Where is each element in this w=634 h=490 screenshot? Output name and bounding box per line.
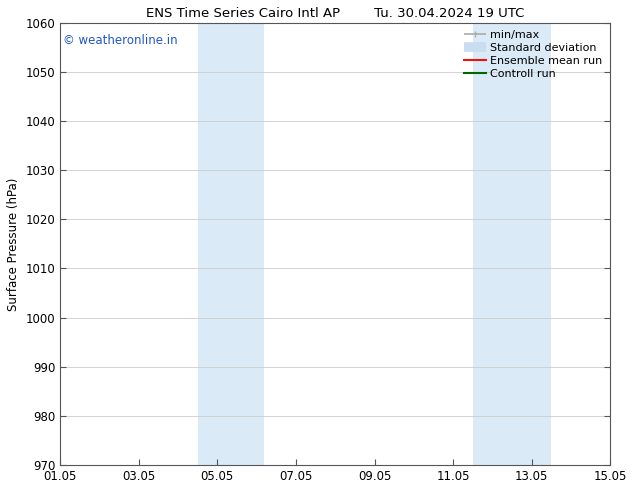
Title: ENS Time Series Cairo Intl AP        Tu. 30.04.2024 19 UTC: ENS Time Series Cairo Intl AP Tu. 30.04.… (146, 7, 524, 20)
Bar (473, 23, 552, 465)
Y-axis label: Surface Pressure (hPa): Surface Pressure (hPa) (7, 177, 20, 311)
Text: © weatheronline.in: © weatheronline.in (63, 34, 178, 47)
Legend: min/max, Standard deviation, Ensemble mean run, Controll run: min/max, Standard deviation, Ensemble me… (460, 27, 606, 82)
Bar (198, 23, 264, 465)
